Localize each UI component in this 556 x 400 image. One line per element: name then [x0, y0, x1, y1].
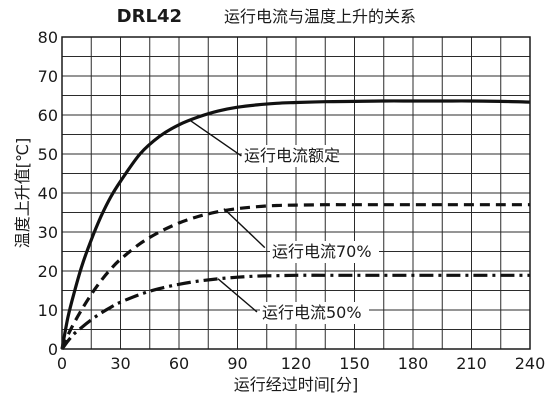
plot-frame: [61, 36, 531, 350]
data-series: [60, 99, 531, 350]
chart-title: DRL42 运行电流与温度上升的关系: [117, 6, 416, 27]
series-line-50: [60, 273, 530, 350]
annotation-70: 运行电流70%: [272, 242, 372, 261]
x-tick-label: 240: [515, 354, 546, 373]
x-tick-label: 60: [169, 354, 189, 373]
y-axis-ticks: 0 10 20 30 40 50 60 70 80: [38, 28, 58, 359]
y-tick-label: 20: [38, 262, 58, 281]
series-line-70: [60, 203, 530, 350]
x-tick-label: 180: [398, 354, 429, 373]
x-tick-label: 150: [339, 354, 370, 373]
x-axis-label: 运行经过时间[分]: [234, 375, 359, 394]
series-line-rated: [60, 99, 531, 350]
y-tick-label: 80: [38, 28, 58, 47]
annotation-rated: 运行电流额定: [244, 146, 340, 165]
y-axis-label: 温度上升值[℃]: [13, 138, 32, 248]
annotation-leader: [190, 120, 242, 157]
annotation-leader: [223, 208, 266, 249]
annotation-label-bg: [260, 302, 369, 324]
chart-title-model: DRL42: [117, 6, 182, 27]
y-tick-label: 0: [48, 340, 58, 359]
x-tick-label: 30: [110, 354, 130, 373]
y-tick-label: 40: [38, 184, 58, 203]
y-tick-label: 10: [38, 301, 58, 320]
x-tick-label: 0: [57, 354, 67, 373]
y-tick-label: 70: [38, 67, 58, 86]
x-axis-ticks: 0 30 60 90 120 150 180 210 240: [57, 354, 545, 373]
y-tick-label: 60: [38, 106, 58, 125]
y-tick-label: 50: [38, 145, 58, 164]
chart-subtitle: 运行电流与温度上升的关系: [224, 7, 416, 26]
annotation-label-bg: [242, 145, 336, 167]
x-tick-label: 120: [281, 354, 312, 373]
y-tick-label: 30: [38, 223, 58, 242]
annotation-label-bg: [270, 241, 379, 263]
x-tick-label: 210: [456, 354, 487, 373]
annotation-leader: [217, 278, 258, 313]
annotation-50: 运行电流50%: [262, 303, 362, 322]
x-tick-label: 90: [227, 354, 247, 373]
